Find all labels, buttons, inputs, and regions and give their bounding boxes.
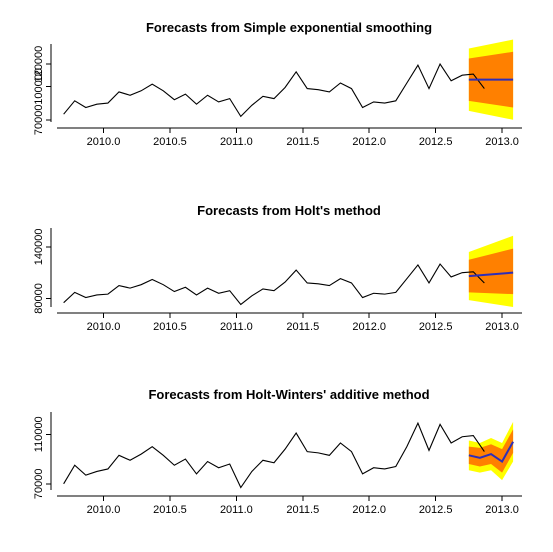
holt-forecast-line: [468, 271, 514, 278]
holt-x-tick-label: 2011.5: [286, 321, 319, 333]
hw-y-tick-label: 110000: [33, 416, 45, 452]
holt-x-tick-label: 2012.5: [419, 321, 453, 333]
panel-ses-plot: 2010.0 2010.5 2011.0 2011.5 2012.0 2012.5 2013…: [33, 39, 522, 148]
ses-x-tick-label: 2011.0: [220, 136, 253, 148]
hw-x-tick-label: 2011.5: [286, 504, 319, 516]
hw-x-tick-label: 2012.0: [352, 504, 386, 516]
hw-x-tick-label: 2013.0: [485, 504, 519, 516]
panel-holt: Forecasts from Holt's method 2010.0 2010.…: [33, 203, 522, 333]
hw-x-tick-label: 2010.0: [87, 504, 121, 516]
ses-history-line: [63, 62, 485, 118]
holt-x-tick-label: 2013.0: [485, 321, 519, 333]
holt-x-tick-label: 2010.5: [153, 321, 187, 333]
panel-holt-title: Forecasts from Holt's method: [197, 203, 381, 218]
holt-interval-80-band: [468, 248, 514, 295]
panel-holtwinters: Forecasts from Holt-Winters' additive me…: [33, 387, 522, 516]
hw-y-tick-label: 70000: [33, 469, 45, 500]
ses-x-tick-label: 2010.0: [87, 136, 121, 148]
holt-history-line: [63, 263, 485, 306]
hw-x-tick-label: 2012.5: [419, 504, 453, 516]
panel-ses-title: Forecasts from Simple exponential smooth…: [146, 20, 432, 35]
hw-x-tick-label: 2011.0: [220, 504, 253, 516]
ses-y-tick-label: 120000: [33, 46, 45, 83]
panel-ses: Forecasts from Simple exponential smooth…: [33, 20, 522, 148]
holt-x-tick-label: 2010.0: [87, 321, 121, 333]
panel-holtwinters-plot: 2010.0 2010.5 2011.0 2011.5 2012.0 2012.5 2013…: [33, 412, 522, 516]
panel-holtwinters-title: Forecasts from Holt-Winters' additive me…: [148, 387, 429, 402]
holt-x-tick-label: 2012.0: [352, 321, 386, 333]
ses-x-tick-label: 2010.5: [153, 136, 187, 148]
ses-x-tick-label: 2011.5: [286, 136, 319, 148]
panel-holt-plot: 2010.0 2010.5 2011.0 2011.5 2012.0 2012.5 2013…: [33, 228, 522, 333]
hw-history-line: [63, 421, 485, 489]
ses-x-tick-label: 2012.0: [352, 136, 386, 148]
ses-y-tick-label: 100000: [33, 68, 45, 105]
ses-y-tick-label: 70000: [33, 104, 45, 135]
hw-forecast-line: [468, 441, 514, 463]
holt-y-tick-label: 80000: [33, 283, 45, 314]
hw-x-tick-label: 2010.5: [153, 504, 187, 516]
ses-x-tick-label: 2013.0: [485, 136, 519, 148]
ses-x-tick-label: 2012.5: [419, 136, 453, 148]
holt-y-tick-label: 140000: [33, 229, 45, 266]
holt-x-tick-label: 2011.0: [220, 321, 253, 333]
